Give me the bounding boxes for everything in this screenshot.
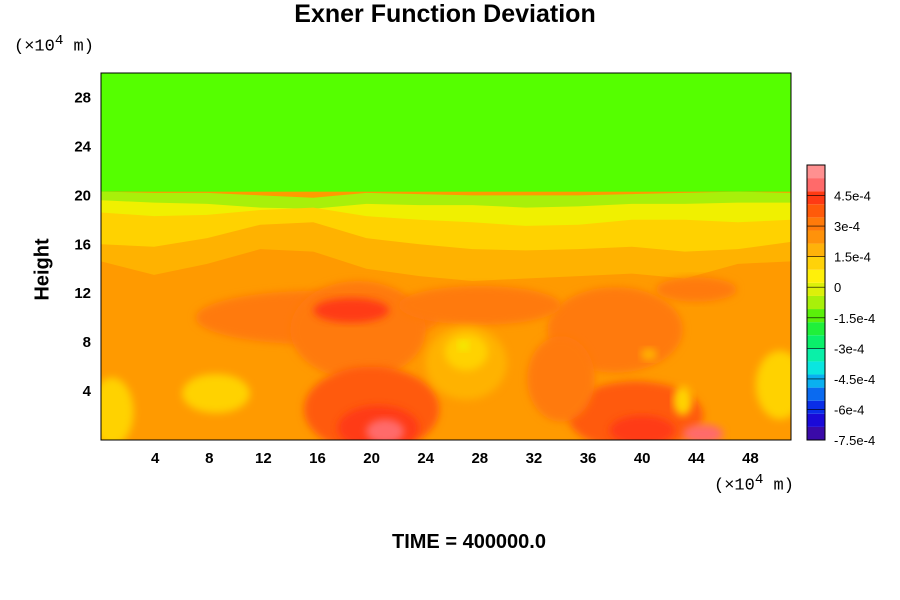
x-tick-label: 48 (742, 450, 759, 467)
colorbar-tick-label: -4.5e-4 (834, 372, 875, 387)
x-axis-unit: (×104 m) (714, 472, 794, 496)
x-tick-label: 28 (471, 450, 488, 467)
colorbar-tick-label: 0 (834, 280, 841, 295)
colorbar-swatch (807, 387, 825, 401)
x-tick-label: 24 (417, 450, 434, 467)
field-blob (755, 350, 791, 420)
field-blob (673, 386, 693, 416)
colorbar-tick-label: 4.5e-4 (834, 189, 871, 204)
colorbar-swatch (807, 335, 825, 349)
colorbar-tick-label: -7.5e-4 (834, 433, 875, 448)
y-tick-label: 12 (74, 285, 91, 302)
colorbar-tick-label: 3e-4 (834, 219, 860, 234)
field-blob (609, 415, 675, 440)
y-tick-label: 24 (74, 138, 91, 155)
colorbar-swatch (807, 165, 825, 179)
colorbar-tick-labels: 4.5e-4 3e-4 1.5e-4 0 -1.5e-4 -3e-4 -4.5e-4 -6e-… (807, 189, 875, 448)
colorbar-swatch (807, 204, 825, 218)
time-label: TIME = 400000.0 (392, 531, 546, 553)
y-tick-label: 20 (74, 187, 91, 204)
x-tick-label: 4 (151, 450, 160, 467)
field-upper-band (101, 73, 791, 192)
colorbar-tick-label: -1.5e-4 (834, 311, 875, 326)
field-blob (682, 424, 724, 440)
colorbar-swatch (807, 282, 825, 296)
x-unit-exponent: 4 (754, 472, 764, 488)
x-tick-label: 8 (205, 450, 213, 467)
colorbar-swatch (807, 269, 825, 283)
x-tick-label: 36 (580, 450, 597, 467)
colorbar-swatch (807, 309, 825, 323)
colorbar-tick-label: -3e-4 (834, 341, 864, 356)
field-blob (366, 419, 405, 440)
field-blob (640, 348, 658, 361)
field-blob (313, 298, 390, 323)
field-blob (101, 377, 134, 440)
colorbar-swatch (807, 348, 825, 362)
x-tick-label: 16 (309, 450, 326, 467)
x-tick-label: 40 (634, 450, 651, 467)
y-tick-labels: 4 8 12 16 20 24 28 (74, 89, 91, 400)
x-tick-label: 12 (255, 450, 272, 467)
colorbar-swatch (807, 295, 825, 310)
colorbar-swatch (807, 400, 825, 414)
field-blob (398, 285, 561, 326)
colorbar-swatch (807, 191, 825, 205)
x-tick-label: 44 (688, 450, 705, 467)
y-tick-label: 8 (83, 334, 91, 351)
contour-field (101, 73, 791, 440)
chart-title: Exner Function Deviation (294, 0, 596, 28)
colorbar-swatch (807, 374, 825, 388)
y-axis-unit: (×104 m) (14, 33, 94, 57)
y-unit-prefix: (×10 (14, 37, 55, 57)
y-unit-suffix: m) (63, 37, 94, 57)
y-unit-exponent: 4 (54, 33, 64, 49)
field-blob (444, 333, 488, 371)
x-tick-label: 20 (363, 450, 380, 467)
colorbar-swatches (806, 164, 826, 441)
field-blob (655, 277, 737, 302)
x-tick-label: 32 (526, 450, 543, 467)
plot-frame (100, 72, 792, 441)
colorbar-swatch (807, 256, 825, 270)
colorbar-swatch (807, 361, 825, 375)
colorbar-swatch (807, 426, 825, 440)
colorbar-tick-label: -6e-4 (834, 402, 864, 417)
colorbar-swatch (807, 178, 825, 192)
colorbar-tick-label: 1.5e-4 (834, 250, 871, 265)
y-tick-label: 16 (74, 236, 91, 253)
field-blob (182, 373, 250, 414)
field-blob (527, 336, 595, 422)
colorbar-swatch (807, 243, 825, 257)
field-blob (458, 340, 469, 351)
x-unit-prefix: (×10 (714, 476, 755, 496)
colorbar-swatch (807, 217, 825, 231)
y-tick-label: 28 (74, 89, 91, 106)
x-tick-labels: 4 8 12 16 20 24 28 32 36 40 44 48 (151, 450, 759, 467)
colorbar-swatch (807, 230, 825, 244)
colorbar-swatch (807, 322, 825, 336)
y-tick-label: 4 (83, 383, 92, 400)
colorbar-swatch (807, 413, 825, 427)
x-unit-suffix: m) (763, 476, 794, 496)
